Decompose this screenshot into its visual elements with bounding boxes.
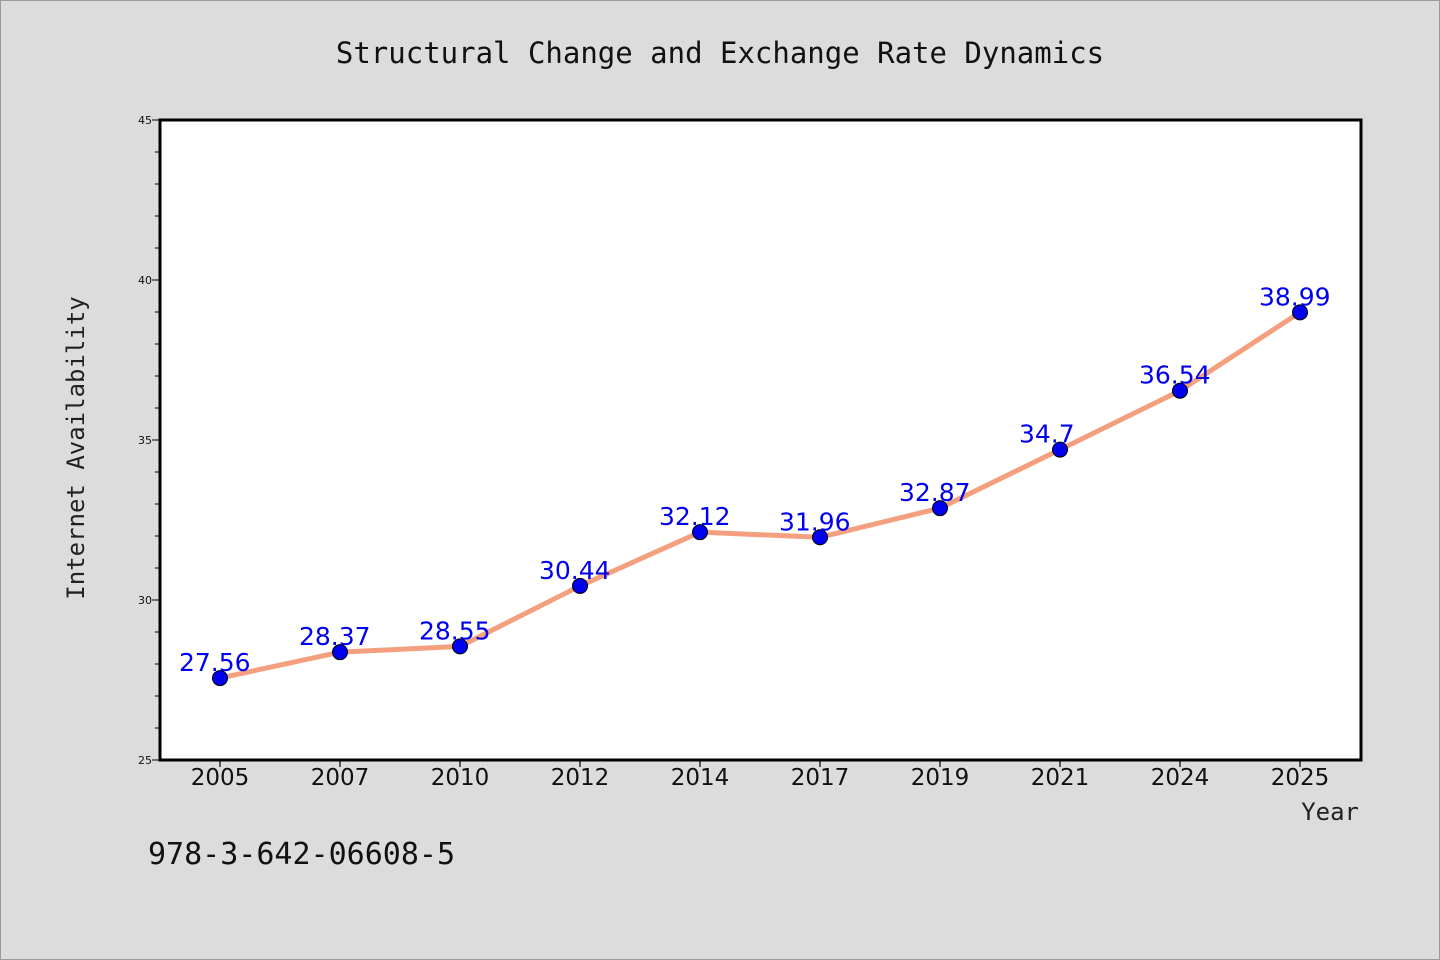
y-tick-label: 35 <box>138 434 152 447</box>
series-internet-availability: 27.56 28.37 28.55 30.44 32.12 31.96 32.87 34.7 3… <box>179 282 1331 687</box>
isbn-footer: 978-3-642-06608-5 <box>148 837 455 872</box>
series-line <box>217 309 1303 681</box>
data-point <box>332 644 348 661</box>
y-tick-label: 45 <box>138 114 152 127</box>
x-tick-label: 2024 <box>1151 765 1210 791</box>
data-point <box>1052 441 1068 458</box>
data-label: 36.54 <box>1139 361 1211 390</box>
data-point <box>932 500 948 517</box>
x-tick-label: 2021 <box>1031 765 1090 791</box>
data-label: 30.44 <box>539 556 611 585</box>
data-label: 32.12 <box>659 502 731 531</box>
y-tick-label: 40 <box>138 274 152 287</box>
x-tick-label: 2025 <box>1271 765 1330 791</box>
data-label: 32.87 <box>899 478 971 507</box>
data-point <box>692 524 708 541</box>
data-label: 31.96 <box>779 507 851 536</box>
x-tick-label: 2007 <box>311 765 370 791</box>
x-tick-label: 2005 <box>191 765 250 791</box>
data-label: 38.99 <box>1259 282 1331 311</box>
x-tick-label: 2010 <box>431 765 490 791</box>
data-point <box>452 638 468 655</box>
x-tick-label: 2012 <box>551 765 610 791</box>
data-point <box>812 529 828 546</box>
x-axis-label: Year <box>1301 798 1359 826</box>
y-tick-label: 25 <box>138 754 152 767</box>
data-label: 34.7 <box>1019 420 1075 449</box>
chart-title: Structural Change and Exchange Rate Dyna… <box>336 36 1104 70</box>
data-point <box>1292 304 1308 321</box>
data-point <box>1172 382 1188 399</box>
x-tick-label: 2019 <box>911 765 970 791</box>
y-axis-label: Internet Availability <box>62 296 90 599</box>
data-label: 27.56 <box>179 648 251 677</box>
x-tick-label: 2014 <box>671 765 730 791</box>
data-label: 28.55 <box>419 616 491 645</box>
x-tick-label: 2017 <box>791 765 850 791</box>
data-point <box>212 670 228 687</box>
y-axis: 25 30 35 40 45 <box>138 114 160 767</box>
y-tick-label: 30 <box>138 594 152 607</box>
data-point <box>572 577 588 594</box>
data-label: 28.37 <box>299 622 371 651</box>
plot-area <box>158 118 1363 762</box>
x-axis: 2005 2007 2010 2012 2014 2017 2019 2021 2024 2025 <box>191 760 1330 791</box>
